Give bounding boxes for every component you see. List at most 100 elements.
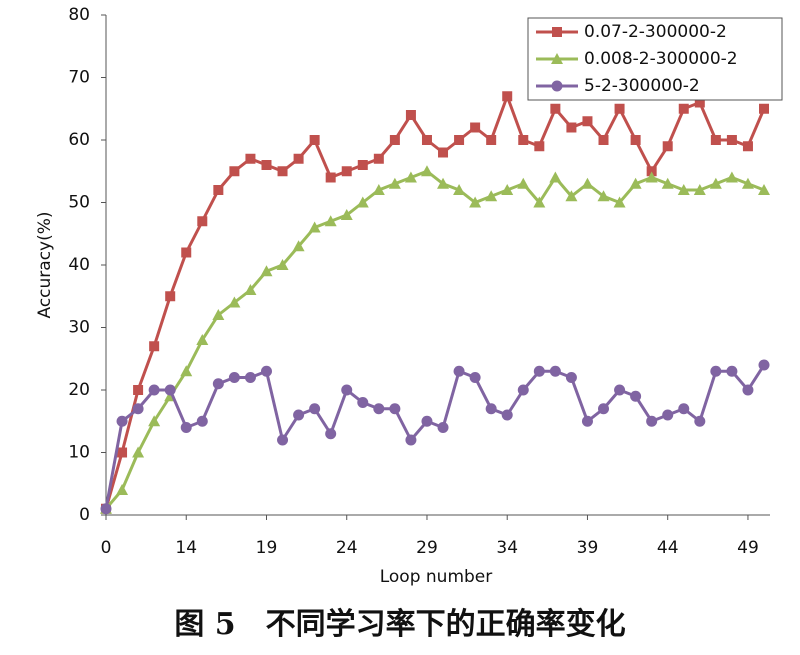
marker	[244, 284, 257, 295]
marker	[132, 446, 145, 458]
caption: 图 5 不同学习率下的正确率变化	[174, 607, 625, 642]
marker	[614, 384, 626, 396]
marker	[726, 365, 738, 377]
marker	[710, 135, 721, 145]
marker	[758, 359, 770, 371]
marker	[630, 135, 641, 145]
marker	[582, 116, 593, 127]
marker	[132, 403, 144, 415]
marker	[309, 135, 320, 145]
y-tick-label: 10	[68, 443, 90, 463]
x-tick-label: 49	[737, 538, 759, 558]
marker	[325, 172, 336, 183]
marker	[277, 434, 289, 446]
y-tick-label: 0	[79, 505, 90, 525]
marker	[566, 122, 577, 133]
marker	[260, 265, 273, 277]
marker	[646, 415, 658, 427]
marker	[662, 141, 673, 152]
marker	[404, 171, 417, 183]
marker	[581, 415, 593, 427]
marker	[454, 135, 465, 145]
marker	[181, 247, 192, 258]
legend-label: 0.008-2-300000-2	[584, 49, 738, 69]
x-tick-label: 44	[657, 538, 679, 558]
marker	[486, 135, 497, 145]
marker	[212, 378, 224, 390]
marker	[116, 415, 128, 427]
marker	[309, 403, 321, 415]
marker	[551, 53, 563, 64]
y-tick-label: 60	[68, 130, 90, 150]
marker	[356, 196, 369, 208]
marker	[693, 184, 706, 195]
marker	[117, 447, 128, 458]
marker	[148, 415, 161, 427]
marker	[164, 384, 176, 396]
marker	[437, 422, 449, 433]
marker	[357, 397, 369, 408]
marker	[389, 135, 400, 145]
marker	[678, 103, 689, 114]
marker	[180, 365, 193, 377]
marker	[517, 177, 530, 189]
legend-label: 5-2-300000-2	[584, 76, 700, 96]
marker	[405, 110, 416, 120]
marker	[662, 409, 674, 421]
marker	[228, 372, 240, 383]
marker	[421, 135, 432, 145]
legend-label: 0.07-2-300000-2	[584, 22, 727, 42]
x-tick-label: 29	[416, 538, 438, 558]
marker	[501, 409, 513, 421]
y-tick-label: 70	[68, 68, 90, 88]
marker	[565, 372, 577, 383]
x-tick-label: 14	[175, 538, 197, 558]
marker	[373, 153, 384, 164]
marker	[438, 147, 449, 158]
marker	[260, 365, 272, 377]
marker	[485, 403, 497, 415]
marker	[694, 97, 705, 108]
marker	[646, 166, 657, 177]
marker	[196, 334, 209, 345]
marker	[469, 372, 481, 383]
x-tick-label: 0	[101, 538, 112, 558]
marker	[629, 177, 642, 189]
x-axis-label: Loop number	[380, 567, 493, 587]
marker	[551, 80, 563, 92]
marker	[341, 166, 352, 177]
marker	[518, 135, 529, 145]
marker	[598, 135, 609, 145]
marker	[741, 177, 754, 189]
marker	[292, 240, 305, 252]
marker	[710, 365, 722, 377]
marker	[228, 296, 241, 308]
marker	[196, 415, 208, 427]
marker	[501, 184, 514, 195]
marker	[726, 135, 737, 145]
marker	[533, 365, 545, 377]
y-tick-label: 80	[68, 5, 90, 25]
marker	[421, 415, 433, 427]
marker	[116, 484, 129, 495]
marker	[165, 291, 176, 302]
marker	[694, 415, 706, 427]
x-tick-label: 34	[496, 538, 518, 558]
marker	[725, 171, 738, 183]
marker	[614, 103, 625, 114]
marker	[742, 141, 753, 152]
marker	[549, 171, 562, 183]
series-line	[104, 364, 766, 510]
marker	[244, 372, 256, 383]
marker	[325, 428, 337, 440]
series-line	[104, 91, 766, 510]
marker	[453, 365, 465, 377]
marker	[550, 103, 561, 114]
marker	[213, 185, 224, 195]
y-tick-label: 40	[68, 255, 90, 275]
marker	[759, 103, 769, 114]
marker	[453, 184, 466, 195]
x-tick-label: 24	[336, 538, 358, 558]
marker	[341, 384, 353, 396]
